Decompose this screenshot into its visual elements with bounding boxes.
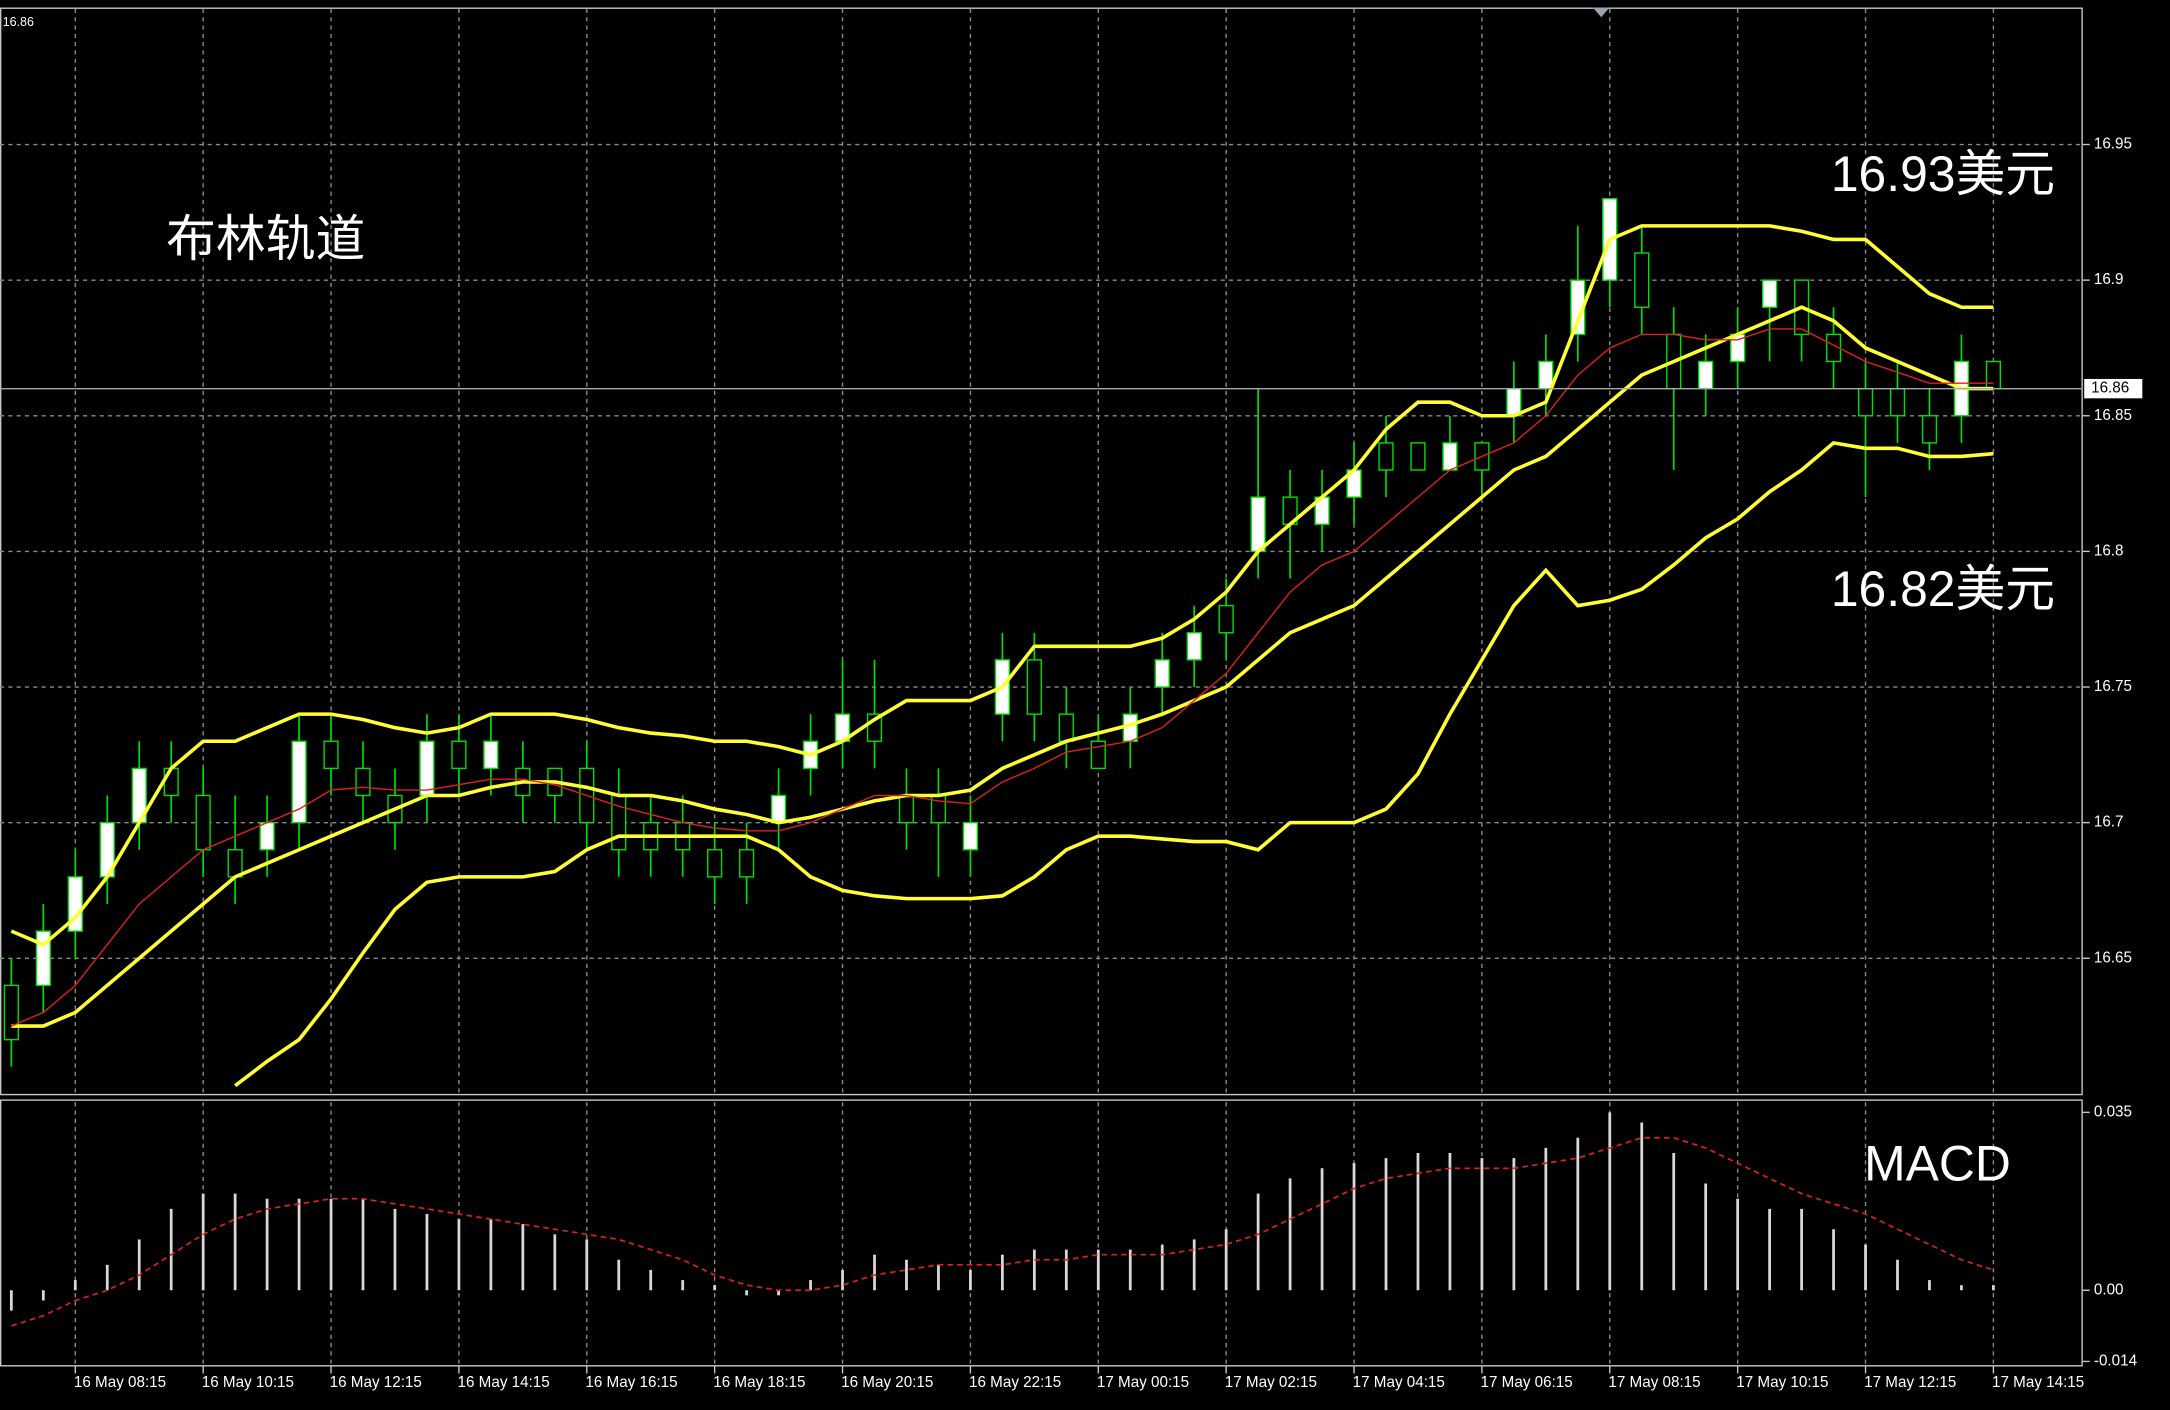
x-tick-label: 16 May 20:15	[841, 1374, 933, 1391]
x-tick-label: 16 May 08:15	[74, 1374, 166, 1391]
bollinger-band	[234, 440, 1994, 1088]
bollinger-band	[11, 305, 1994, 1028]
current-price-box	[2084, 378, 2143, 399]
top-price-label: 16.86	[3, 15, 34, 29]
moving-average	[11, 328, 1994, 1027]
candle-body	[451, 740, 467, 770]
macd-title: MACD	[1864, 1135, 2011, 1191]
candle-body	[195, 794, 211, 851]
candle-body	[1442, 442, 1458, 471]
x-tick-label: 16 May 18:15	[713, 1374, 805, 1391]
candle-body	[1090, 740, 1106, 770]
shift-marker	[1592, 7, 1610, 18]
x-tick-label: 16 May 10:15	[202, 1374, 294, 1391]
price-plot	[0, 8, 2083, 1094]
macd-plot	[9, 1102, 1995, 1367]
annotation: 16.93美元	[1831, 146, 2055, 202]
x-tick-label: 17 May 06:15	[1481, 1374, 1573, 1391]
candle-body	[1186, 632, 1202, 661]
y-tick-label: 16.8	[2094, 542, 2124, 559]
candle-body	[1889, 387, 1906, 417]
y-tick-label: 16.9	[2094, 271, 2124, 288]
x-tick-label: 17 May 10:15	[1736, 1374, 1828, 1391]
candle-body	[1538, 360, 1554, 390]
candle-body	[1698, 360, 1714, 390]
candle-body	[1250, 496, 1266, 553]
candle-body	[291, 740, 307, 824]
x-tick-label: 17 May 08:15	[1608, 1374, 1700, 1391]
macd-panel-frame	[0, 1099, 2083, 1367]
x-tick-label: 17 May 00:15	[1097, 1374, 1189, 1391]
annotation: 布林轨道	[166, 211, 365, 267]
current-price-label: 16.86	[2091, 380, 2129, 397]
y-tick-label: 16.85	[2094, 407, 2132, 424]
candle-body	[67, 876, 83, 932]
candle-body	[1634, 252, 1650, 308]
candle-body	[1506, 387, 1522, 417]
x-tick-label: 17 May 12:15	[1864, 1374, 1956, 1391]
candle-body	[483, 740, 499, 770]
y-tick-label: 16.75	[2094, 678, 2132, 695]
candle-body	[227, 849, 243, 878]
candle-body	[1985, 360, 2002, 390]
candle-body	[1410, 442, 1426, 471]
candle-body	[1762, 279, 1778, 308]
candle-body	[1857, 387, 1874, 417]
bollinger-band	[10, 224, 1994, 947]
x-tick-label: 17 May 02:15	[1225, 1374, 1317, 1391]
y-tick-label: 0.00	[2094, 1281, 2124, 1298]
candle-body	[1058, 713, 1074, 742]
y-tick-label: 16.65	[2094, 949, 2132, 966]
x-tick-label: 16 May 12:15	[330, 1374, 422, 1391]
x-tick-label: 17 May 14:15	[1992, 1374, 2084, 1391]
axes: 16 May 08:15 16 May 10:15 16 May 12:15 16 M…	[3, 15, 2143, 1391]
y-tick-label: -0.014	[2094, 1352, 2138, 1369]
candle-body	[259, 821, 275, 851]
candle-body	[1026, 659, 1042, 715]
candle-body	[1154, 659, 1170, 688]
y-tick-label: 16.95	[2094, 136, 2132, 153]
candle-body	[1921, 415, 1938, 444]
annotation: 16.82美元	[1831, 561, 2055, 617]
candle-body	[770, 794, 787, 824]
y-tick-label: 0.035	[2094, 1103, 2132, 1120]
candle-body	[419, 740, 435, 797]
x-tick-label: 16 May 16:15	[585, 1374, 677, 1391]
y-tick-label: 16.7	[2094, 814, 2124, 831]
x-tick-label: 16 May 14:15	[458, 1374, 550, 1391]
candle-body	[163, 767, 179, 797]
candle-body	[3, 984, 19, 1041]
candle-body	[323, 740, 339, 770]
x-tick-label: 17 May 04:15	[1353, 1374, 1445, 1391]
candle-body	[898, 794, 915, 824]
candle-body	[739, 849, 755, 878]
x-tick-label: 16 May 22:15	[969, 1374, 1061, 1391]
candle-body	[1378, 442, 1394, 471]
candle-body	[707, 849, 723, 878]
candle-body	[355, 767, 371, 797]
candle-body	[1218, 604, 1234, 634]
candle-body	[611, 794, 627, 851]
candle-body	[962, 821, 979, 851]
